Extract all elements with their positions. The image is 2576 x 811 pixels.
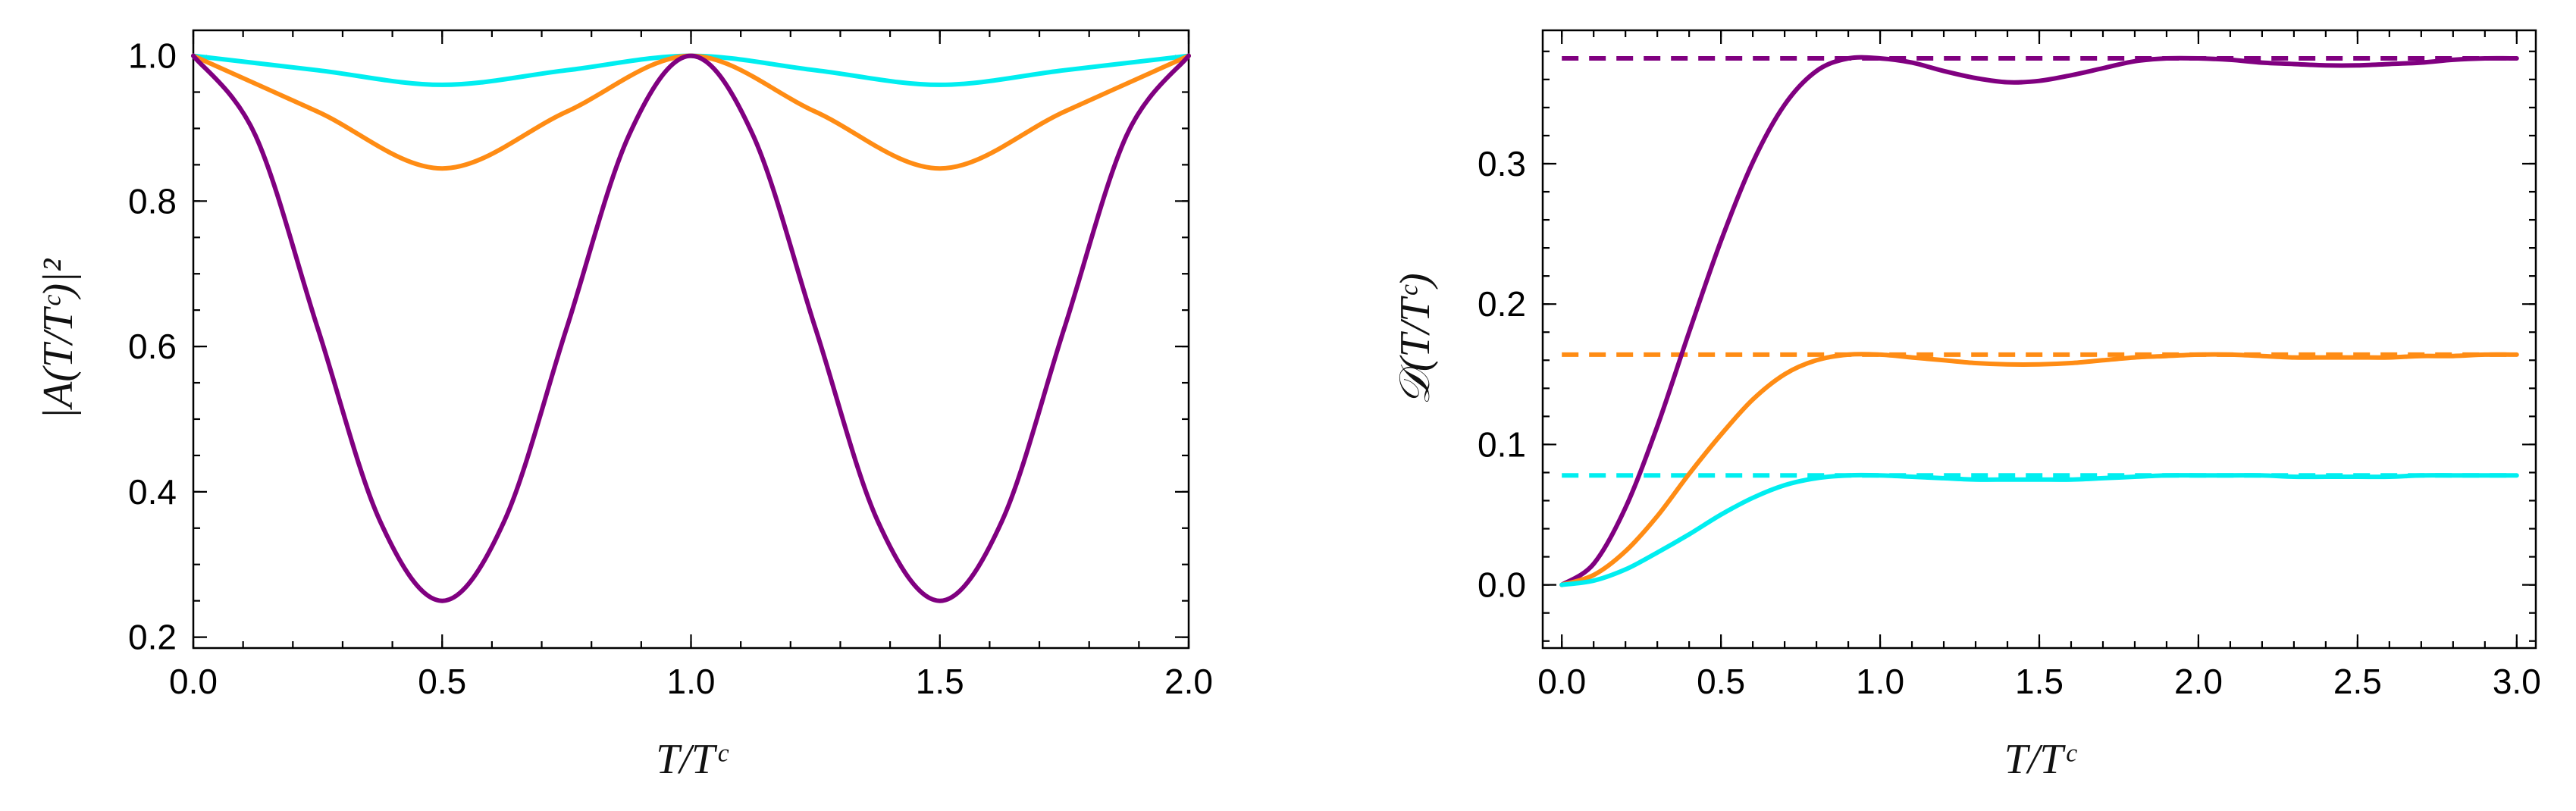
y-tick-label: 0.6 [128,327,177,366]
left-chart-amplitude: 0.0 0.5 1.0 1.5 2.0 0.2 0.4 0.6 0.8 1.0 T/Tᶜ |A(T/T… [35,29,1213,783]
x-tick-label: 1.5 [916,662,964,701]
x-tick-label: 2.0 [1164,662,1213,701]
plot-frame [1541,29,2537,650]
x-tick-label: 0.5 [1697,662,1745,701]
right-chart-distinguishability: 0.0 0.5 1.0 1.5 2.0 2.5 3.0 0.0 0.1 0.2 0.3 T/Tᶜ 𝒟(T… [1392,29,2541,783]
y-tick-label: 0.0 [1478,565,1526,605]
x-axis-label: T/Tᶜ [2004,736,2078,783]
y-tick-label: 0.2 [1478,284,1526,324]
x-tick-label: 2.5 [2333,662,2382,701]
x-tick-label: 0.0 [169,662,218,701]
y-tick-label: 0.4 [128,472,177,512]
y-tick-label: 0.1 [1478,424,1526,464]
y-axis-label: 𝒟(T/Tᶜ) [1392,273,1439,406]
series-purple-line [191,53,1191,603]
x-axis-label: T/Tᶜ [656,736,729,783]
x-tick-label: 1.0 [667,662,716,701]
series-cyan-line [191,53,1191,87]
series-purple-line [1559,55,2519,587]
x-tick-label: 2.0 [2174,662,2223,701]
x-tick-label: 1.5 [2015,662,2064,701]
series-orange-line [1559,352,2519,587]
x-tick-label: 0.5 [418,662,466,701]
series-cyan-line [1559,472,2519,587]
x-tick-label: 0.0 [1537,662,1586,701]
x-tick-label: 1.0 [1856,662,1904,701]
x-tick-label: 3.0 [2493,662,2541,701]
y-tick-label: 0.3 [1478,144,1526,183]
y-tick-label: 1.0 [128,36,177,76]
y-tick-label: 0.2 [128,618,177,657]
y-tick-label: 0.8 [128,181,177,221]
y-axis-label: |A(T/Tᶜ)|² [35,258,82,419]
